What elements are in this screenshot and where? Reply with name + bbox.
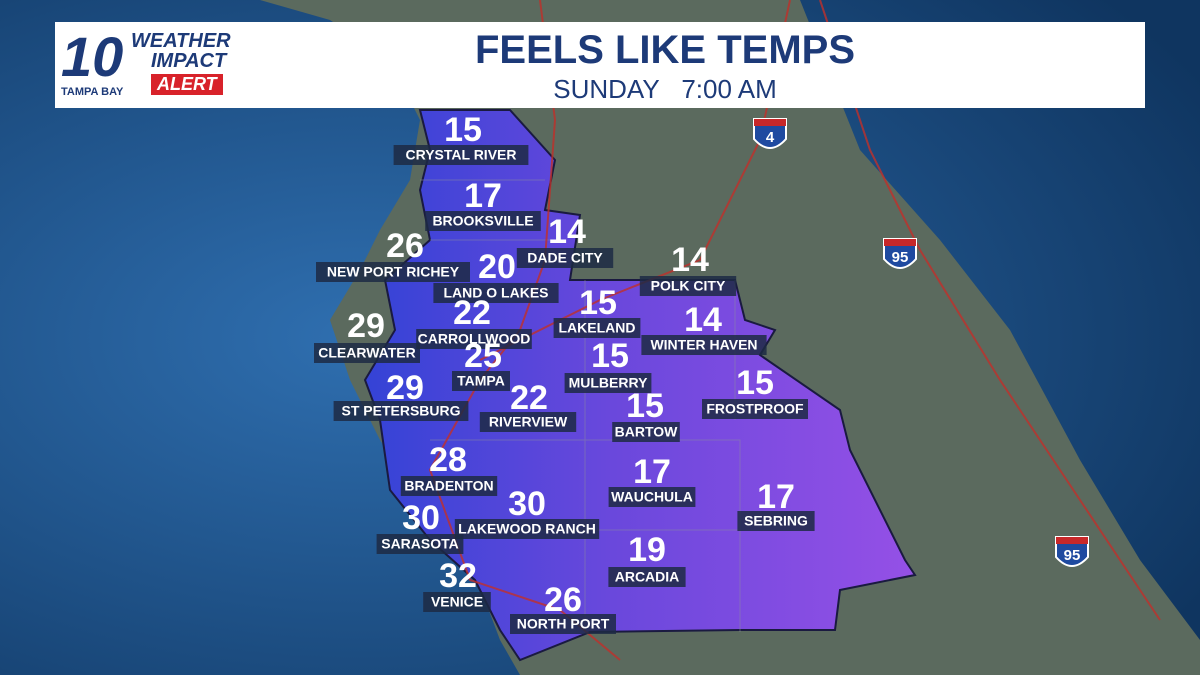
city-name: NORTH PORT bbox=[517, 616, 610, 632]
shield-number: 95 bbox=[892, 249, 909, 266]
label-background bbox=[510, 614, 616, 634]
label-background bbox=[702, 399, 808, 419]
city-name: WAUCHULA bbox=[611, 489, 693, 505]
label-background bbox=[314, 343, 420, 363]
label-background bbox=[423, 592, 491, 612]
day: SUNDAY bbox=[553, 74, 660, 104]
city-name: FROSTPROOF bbox=[706, 401, 804, 417]
city-name: ST PETERSBURG bbox=[341, 403, 460, 419]
feels-like-temp: 14 bbox=[548, 213, 586, 251]
label-background bbox=[479, 412, 577, 432]
logo-number: 10 bbox=[61, 25, 124, 88]
feels-like-temp: 15 bbox=[444, 111, 482, 149]
label-background bbox=[564, 373, 652, 393]
city-name: LAND O LAKES bbox=[444, 285, 549, 301]
logo-line1: WEATHER bbox=[131, 30, 231, 52]
city-name: LAKEWOOD RANCH bbox=[458, 521, 596, 537]
header-bar: 10 TAMPA BAY WEATHER IMPACT ALERT FEELS … bbox=[55, 22, 1145, 108]
feels-like-temp: 26 bbox=[544, 581, 582, 619]
label-background bbox=[608, 487, 696, 507]
feels-like-temp: 19 bbox=[628, 531, 666, 569]
shield-number: 4 bbox=[766, 129, 775, 146]
feels-like-temp: 30 bbox=[508, 485, 546, 523]
city-name: SEBRING bbox=[744, 513, 808, 529]
feels-like-temp: 15 bbox=[591, 337, 629, 375]
time: 7:00 AM bbox=[681, 74, 777, 104]
city-name: DADE CITY bbox=[527, 250, 603, 266]
subtitle: SUNDAY 7:00 AM bbox=[285, 74, 1045, 105]
city-name: MULBERRY bbox=[569, 375, 648, 391]
feels-like-temp: 15 bbox=[626, 387, 664, 425]
feels-like-temp: 29 bbox=[347, 307, 385, 345]
label-background bbox=[641, 335, 767, 355]
label-background bbox=[425, 211, 541, 231]
logo-line2: IMPACT bbox=[151, 50, 227, 72]
feels-like-temp: 15 bbox=[736, 364, 774, 402]
shield-top bbox=[754, 119, 786, 126]
label-background bbox=[608, 567, 686, 587]
city-name: ARCADIA bbox=[615, 569, 680, 585]
label-background bbox=[553, 318, 641, 338]
label-background bbox=[612, 422, 680, 442]
city-name: TAMPA bbox=[457, 373, 505, 389]
city-name: CRYSTAL RIVER bbox=[406, 147, 517, 163]
city-name: SARASOTA bbox=[381, 536, 459, 552]
logo-line3: ALERT bbox=[151, 74, 223, 95]
city-name: VENICE bbox=[431, 594, 483, 610]
feels-like-temp: 22 bbox=[453, 294, 491, 332]
label-background bbox=[433, 283, 559, 303]
city-name: POLK CITY bbox=[651, 278, 726, 294]
label-background bbox=[452, 371, 510, 391]
city-name: CLEARWATER bbox=[318, 345, 415, 361]
label-background bbox=[333, 401, 469, 421]
label-background bbox=[454, 519, 600, 539]
label-background bbox=[639, 276, 737, 296]
feels-like-temp: 15 bbox=[579, 284, 617, 322]
city-name: BARTOW bbox=[615, 424, 679, 440]
feels-like-temp: 30 bbox=[402, 499, 440, 537]
feels-like-temp: 14 bbox=[671, 241, 709, 279]
city-name: CARROLLWOOD bbox=[418, 331, 531, 347]
feels-like-temp: 26 bbox=[386, 227, 424, 265]
label-background bbox=[737, 511, 815, 531]
title: FEELS LIKE TEMPS bbox=[474, 28, 856, 72]
logo-station: TAMPA BAY bbox=[61, 86, 124, 98]
city-name: LAKELAND bbox=[559, 320, 636, 336]
label-background bbox=[393, 145, 529, 165]
feels-like-temp: 29 bbox=[386, 369, 424, 407]
shield bbox=[883, 238, 917, 269]
shield-top bbox=[884, 239, 916, 246]
shield-top bbox=[1056, 537, 1088, 544]
shield bbox=[753, 118, 787, 149]
city-name: NEW PORT RICHEY bbox=[327, 264, 460, 280]
label-background bbox=[316, 262, 470, 282]
feels-like-temp: 14 bbox=[684, 301, 722, 339]
feels-like-temp: 17 bbox=[757, 478, 795, 516]
feels-like-temp: 17 bbox=[633, 453, 671, 491]
feels-like-temp: 32 bbox=[439, 557, 477, 595]
city-name: BRADENTON bbox=[404, 478, 493, 494]
label-background bbox=[416, 329, 532, 349]
feels-like-temp: 25 bbox=[464, 337, 502, 375]
logo: 10 TAMPA BAY WEATHER IMPACT ALERT bbox=[61, 25, 261, 102]
label-background bbox=[376, 534, 464, 554]
city-name: WINTER HAVEN bbox=[650, 337, 757, 353]
feels-like-temp: 22 bbox=[510, 379, 548, 417]
feels-like-temp: 17 bbox=[464, 177, 502, 215]
label-background bbox=[400, 476, 498, 496]
city-name: RIVERVIEW bbox=[489, 414, 568, 430]
label-background bbox=[516, 248, 614, 268]
feels-like-temp: 20 bbox=[478, 248, 516, 286]
city-name: BROOKSVILLE bbox=[432, 213, 533, 229]
shield-number: 95 bbox=[1064, 547, 1081, 564]
feels-like-temp: 28 bbox=[429, 441, 467, 479]
shield bbox=[1055, 536, 1089, 567]
